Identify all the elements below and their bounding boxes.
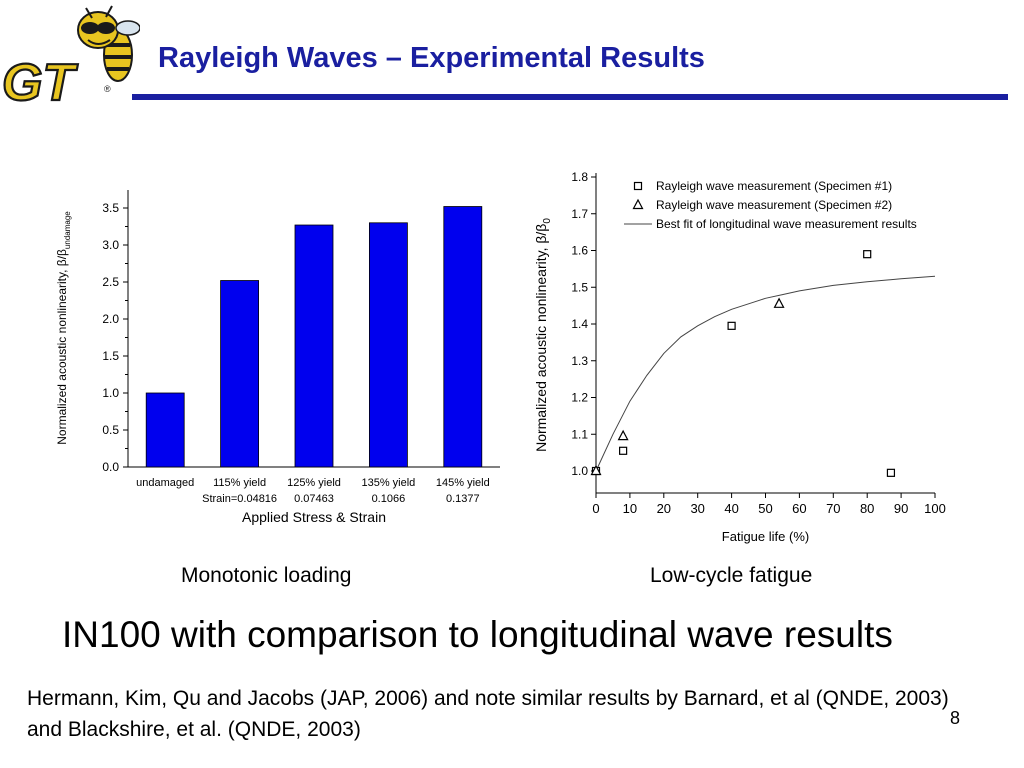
bar — [145, 392, 185, 468]
legend-entry: Rayleigh wave measurement (Specimen #2) — [656, 198, 892, 212]
y-axis-title: Normalized acoustic nonlinearity, β/βund… — [55, 211, 72, 445]
x-category-sublabel: Strain=0.04816 — [202, 493, 277, 505]
x-category-label: 125% yield — [287, 477, 341, 489]
y-tick-label: 1.3 — [571, 354, 588, 368]
y-tick-label: 1.0 — [571, 464, 588, 478]
x-tick-label: 90 — [894, 501, 908, 516]
data-point-specimen-1 — [863, 250, 872, 259]
georgia-tech-logo: GT ® — [1, 5, 140, 110]
data-point-specimen-2 — [590, 464, 602, 476]
yellow-jacket-mascot — [77, 5, 140, 82]
y-tick-label: 1.7 — [571, 207, 588, 221]
logo-registered-mark: ® — [104, 84, 111, 94]
x-category-sublabel: 0.1066 — [372, 493, 406, 505]
data-point-specimen-1 — [727, 321, 736, 330]
bar — [220, 280, 260, 468]
y-tick-label: 1.2 — [571, 391, 588, 405]
y-tick-label: 1.5 — [102, 349, 119, 363]
x-category-label: undamaged — [136, 477, 194, 489]
slide-title: Rayleigh Waves – Experimental Results — [158, 42, 705, 74]
x-axis-title: Fatigue life (%) — [722, 529, 809, 544]
y-tick-label: 1.6 — [571, 244, 588, 258]
y-tick-label: 1.5 — [571, 280, 588, 294]
slide-subtitle: IN100 with comparison to longitudinal wa… — [62, 614, 893, 655]
caption-low-cycle-fatigue: Low-cycle fatigue — [650, 564, 813, 587]
y-tick-label: 0.0 — [102, 460, 119, 474]
x-tick-label: 60 — [792, 501, 806, 516]
page-number: 8 — [950, 708, 961, 728]
data-point-specimen-2 — [617, 429, 629, 441]
y-tick-label: 1.1 — [571, 427, 588, 441]
x-tick-label: 30 — [690, 501, 704, 516]
x-tick-label: 70 — [826, 501, 840, 516]
data-point-specimen-2 — [773, 297, 785, 308]
y-tick-label: 3.5 — [102, 201, 119, 215]
y-tick-label: 2.0 — [102, 312, 119, 326]
x-tick-label: 80 — [860, 501, 874, 516]
legend-entry: Best fit of longitudinal wave measuremen… — [656, 217, 917, 231]
x-tick-label: 0 — [592, 501, 599, 516]
logo-letters: GT — [2, 54, 78, 110]
fit-line — [595, 275, 936, 472]
x-tick-label: 40 — [724, 501, 738, 516]
y-tick-label: 0.5 — [102, 423, 119, 437]
low-cycle-fatigue-scatter-chart: 1.0 1.1 1.2 1.3 1.4 1.5 1.6 1.7 1.8 0 10 20 30 40 50 60… — [533, 170, 946, 544]
y-tick-label: 2.5 — [102, 275, 119, 289]
data-point-specimen-1 — [886, 468, 896, 477]
y-tick-label: 1.4 — [571, 317, 588, 331]
x-tick-label: 10 — [623, 501, 637, 516]
x-axis-title: Applied Stress & Strain — [242, 509, 386, 525]
x-category-sublabel: 0.1377 — [446, 493, 480, 505]
data-point-specimen-1 — [619, 446, 628, 455]
bar — [294, 224, 334, 468]
x-tick-label: 100 — [924, 501, 946, 516]
y-tick-label: 1.0 — [102, 386, 119, 400]
x-category-label: 145% yield — [436, 477, 490, 489]
monotonic-loading-bar-chart: 0.0 0.5 1.0 1.5 2.0 2.5 3.0 3.5 undamaged 115% yi… — [55, 190, 500, 525]
y-axis-title: Normalized acoustic nonlinearity, β/β0 — [533, 218, 553, 452]
x-category-label: 135% yield — [361, 477, 415, 489]
reference-citation: Hermann, Kim, Qu and Jacobs (JAP, 2006) … — [27, 687, 949, 741]
x-tick-label: 20 — [657, 501, 671, 516]
y-tick-label: 3.0 — [102, 238, 119, 252]
bar — [443, 206, 483, 468]
title-divider — [132, 94, 1008, 100]
legend-marker — [632, 198, 644, 210]
legend-entry: Rayleigh wave measurement (Specimen #1) — [656, 179, 892, 193]
x-category-sublabel: 0.07463 — [294, 493, 334, 505]
caption-monotonic-loading: Monotonic loading — [181, 564, 352, 587]
bar — [368, 222, 408, 468]
x-category-label: 115% yield — [213, 477, 266, 489]
x-tick-label: 50 — [758, 501, 772, 516]
legend-marker — [633, 181, 643, 191]
y-tick-label: 1.8 — [571, 170, 588, 184]
